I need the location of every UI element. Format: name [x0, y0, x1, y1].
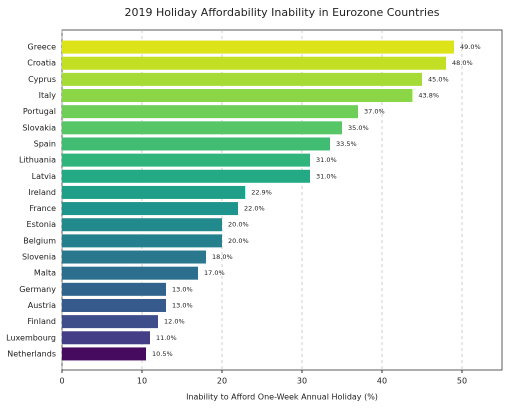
bar: [62, 282, 166, 296]
value-label: 11.0%: [156, 334, 177, 342]
bar: [62, 315, 158, 329]
y-tick-label: Netherlands: [7, 349, 56, 358]
value-label: 12.0%: [164, 318, 185, 326]
y-tick-label: Luxembourg: [6, 333, 56, 342]
value-label: 20.0%: [228, 237, 249, 245]
y-tick-label: Greece: [28, 43, 57, 52]
bar: [62, 40, 454, 54]
bar: [62, 153, 310, 167]
y-tick-label: Belgium: [23, 236, 56, 245]
value-label: 10.5%: [152, 350, 173, 358]
bar: [62, 266, 198, 280]
y-tick-label: Italy: [39, 91, 57, 100]
chart-title: 2019 Holiday Affordability Inability in …: [124, 6, 439, 19]
value-label: 13.0%: [172, 301, 193, 309]
x-tick-label: 20: [217, 377, 227, 386]
y-tick-label: Lithuania: [19, 156, 56, 165]
y-tick-label: Croatia: [27, 59, 56, 68]
y-tick-label: Spain: [34, 139, 56, 148]
bar: [62, 234, 222, 248]
y-tick-label: Slovakia: [22, 123, 56, 132]
value-label: 31.0%: [316, 172, 337, 180]
y-tick-label: Finland: [27, 317, 56, 326]
bar: [62, 105, 358, 119]
y-tick-label: Malta: [34, 269, 56, 278]
y-tick-label: Estonia: [27, 220, 57, 229]
value-label: 20.0%: [228, 221, 249, 229]
bar: [62, 250, 206, 264]
bar: [62, 185, 246, 199]
bar: [62, 121, 342, 135]
bar: [62, 331, 150, 345]
x-tick-label: 0: [59, 377, 64, 386]
y-tick-label: Portugal: [23, 107, 56, 116]
value-label: 22.9%: [251, 188, 272, 196]
x-axis-label: Inability to Afford One-Week Annual Holi…: [186, 393, 378, 402]
y-tick-label: Germany: [19, 285, 56, 294]
bar: [62, 137, 330, 151]
value-label: 17.0%: [204, 269, 225, 277]
value-label: 13.0%: [172, 285, 193, 293]
value-label: 37.0%: [364, 108, 385, 116]
x-tick-label: 40: [377, 377, 387, 386]
x-tick-label: 50: [457, 377, 467, 386]
y-tick-label: Ireland: [28, 188, 56, 197]
y-tick-label: Slovenia: [22, 253, 56, 262]
bar: [62, 169, 310, 183]
y-tick-label: France: [29, 204, 56, 213]
y-tick-label: Latvia: [32, 172, 56, 181]
value-label: 33.5%: [336, 140, 357, 148]
bar: [62, 347, 146, 361]
x-tick-label: 10: [137, 377, 147, 386]
value-label: 22.0%: [244, 205, 265, 213]
bar: [62, 72, 422, 86]
value-label: 48.0%: [452, 59, 473, 67]
y-tick-label: Austria: [28, 301, 56, 310]
value-label: 45.0%: [428, 75, 449, 83]
bar: [62, 218, 222, 232]
bar: [62, 202, 238, 216]
value-label: 31.0%: [316, 156, 337, 164]
x-tick-label: 30: [297, 377, 307, 386]
y-tick-label: Cyprus: [28, 75, 56, 84]
bar: [62, 298, 166, 312]
value-label: 35.0%: [348, 124, 369, 132]
value-label: 49.0%: [460, 43, 481, 51]
value-label: 18.0%: [212, 253, 233, 261]
bar: [62, 89, 413, 103]
value-label: 43.8%: [418, 92, 439, 100]
bar: [62, 56, 446, 70]
